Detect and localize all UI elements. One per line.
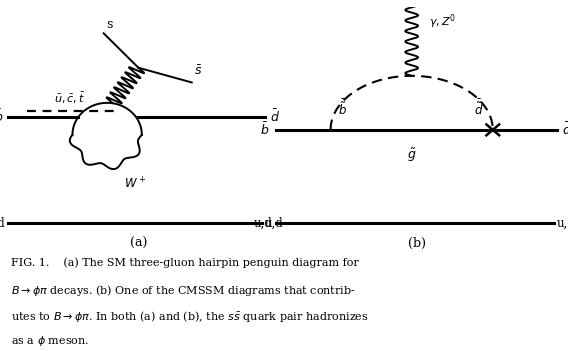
Text: $\bar{d}$: $\bar{d}$ [270,109,280,125]
Text: u,d: u,d [265,217,283,230]
Text: u,d: u,d [557,217,568,230]
Text: s: s [106,18,112,31]
Text: $W^+$: $W^+$ [124,177,147,192]
Text: $B \rightarrow \phi\pi$ decays. (b) One of the CMSSM diagrams that contrib-: $B \rightarrow \phi\pi$ decays. (b) One … [11,283,356,298]
Text: u,d: u,d [254,217,273,230]
Text: as a $\phi$ meson.: as a $\phi$ meson. [11,334,89,348]
Text: FIG. 1.    (a) The SM three-gluon hairpin penguin diagram for: FIG. 1. (a) The SM three-gluon hairpin p… [11,258,359,268]
Text: $\bar{s}$: $\bar{s}$ [194,64,203,78]
Text: $\bar{\tilde{b}}$: $\bar{\tilde{b}}$ [338,98,346,118]
Text: $\bar{b}$: $\bar{b}$ [260,121,270,138]
Text: (b): (b) [408,237,427,250]
Text: $\bar{b}$: $\bar{b}$ [0,109,3,125]
Text: $\bar{\tilde{d}}$: $\bar{\tilde{d}}$ [474,98,483,118]
Text: $\tilde{g}$: $\tilde{g}$ [407,147,416,165]
Text: $\bar{u},\bar{c},\bar{t}$: $\bar{u},\bar{c},\bar{t}$ [54,91,85,106]
Text: $\bar{d}$: $\bar{d}$ [562,121,568,138]
Text: u,d: u,d [0,217,6,230]
Text: (a): (a) [131,237,148,250]
Text: utes to $B \rightarrow \phi\pi$. In both (a) and (b), the $s\bar{s}$ quark pair : utes to $B \rightarrow \phi\pi$. In both… [11,309,369,324]
Text: $\gamma,Z^0$: $\gamma,Z^0$ [429,13,456,31]
